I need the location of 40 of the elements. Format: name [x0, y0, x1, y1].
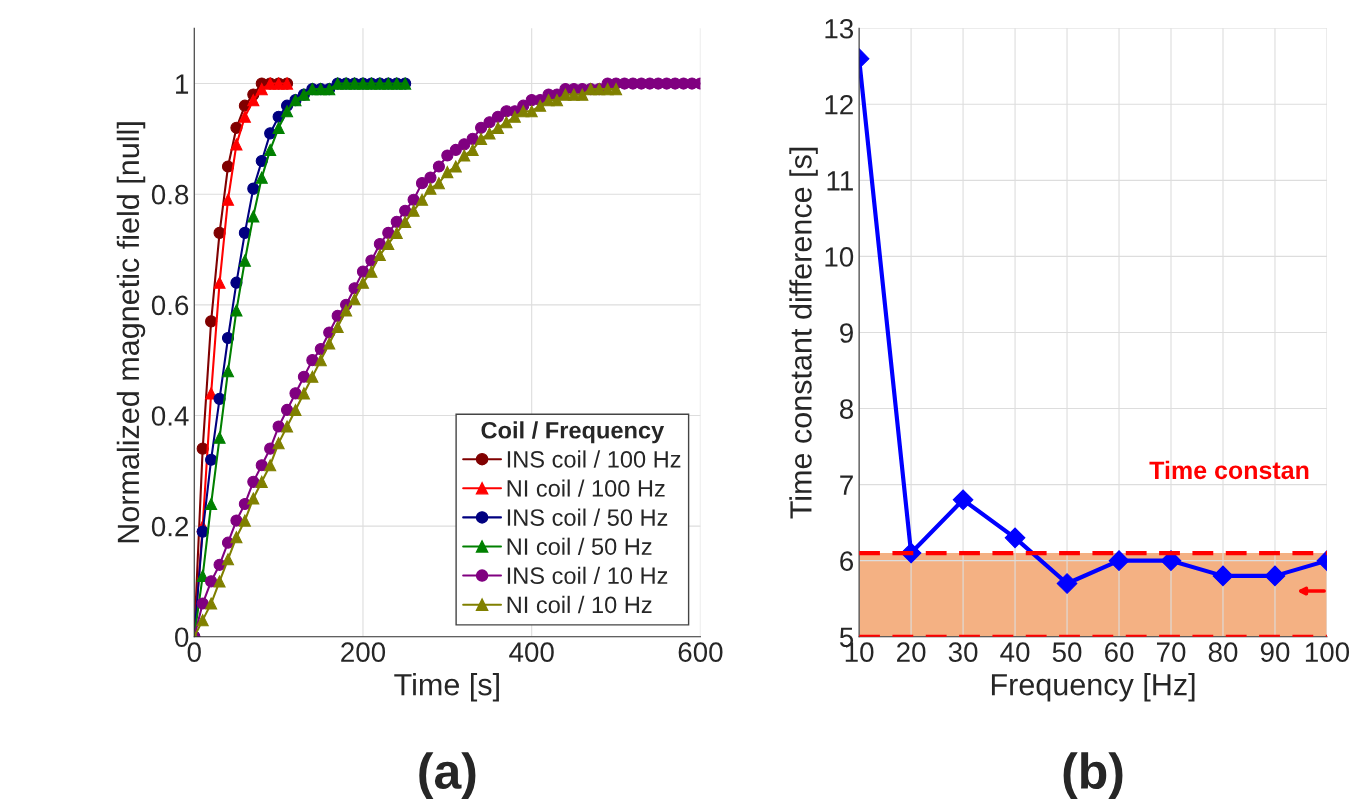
legend-label: INS coil / 100 Hz — [507, 450, 681, 468]
y-tick-label: 0.4 — [151, 406, 189, 426]
x-tick-label: 600 — [678, 642, 723, 662]
y-tick-label: 9 — [840, 323, 853, 343]
x-tick-label: 30 — [948, 642, 978, 662]
y-tick-label: 7 — [840, 475, 853, 495]
x-tick-label: 50 — [1052, 642, 1082, 662]
x-tick-label: 70 — [1156, 642, 1186, 662]
legend-label: NI coil / 100 Hz — [507, 479, 665, 497]
y-axis-title: Normalized magnetic field [null] — [116, 122, 146, 543]
y-tick-label: 0.6 — [151, 295, 189, 316]
y-tick-label: 1 — [176, 74, 189, 94]
y-tick-label: 0.8 — [151, 184, 189, 205]
legend-label: INS coil / 10 Hz — [507, 566, 668, 585]
y-tick-label: 10 — [825, 247, 854, 267]
y-tick-label: 8 — [840, 399, 854, 419]
y-tick-label: 0 — [175, 627, 189, 648]
y-tick-label: 11 — [827, 171, 853, 191]
x-tick-label: 200 — [341, 642, 386, 662]
legend-label: NI coil / 50 Hz — [507, 537, 652, 555]
text: (b) — [1063, 752, 1123, 799]
x-tick-label: 40 — [1000, 642, 1030, 662]
x-axis-title: Frequency [Hz] — [991, 673, 1195, 702]
y-axis-title: Time constant difference [s] — [789, 147, 818, 519]
annotation: Time constan — [1149, 460, 1309, 480]
x-tick-label: 400 — [509, 642, 554, 662]
x-tick-label: 20 — [897, 642, 926, 662]
legend-label: NI coil / 10 Hz — [507, 595, 652, 614]
text: (a) — [419, 752, 476, 799]
legend-title: Coil / Frequency — [481, 421, 665, 444]
y-tick-label: 0.2 — [151, 516, 188, 537]
legend-label: INS coil / 50 Hz — [507, 508, 668, 526]
y-tick-label: 12 — [825, 94, 853, 115]
x-tick-label: 80 — [1208, 642, 1238, 662]
y-tick-label: 6 — [840, 551, 854, 571]
x-axis-title: Time [s] — [394, 673, 499, 702]
x-tick-label: 60 — [1104, 642, 1134, 662]
y-tick-label: 13 — [825, 18, 854, 39]
x-tick-label: 100 — [1305, 642, 1350, 662]
x-tick-label: 90 — [1260, 642, 1290, 662]
